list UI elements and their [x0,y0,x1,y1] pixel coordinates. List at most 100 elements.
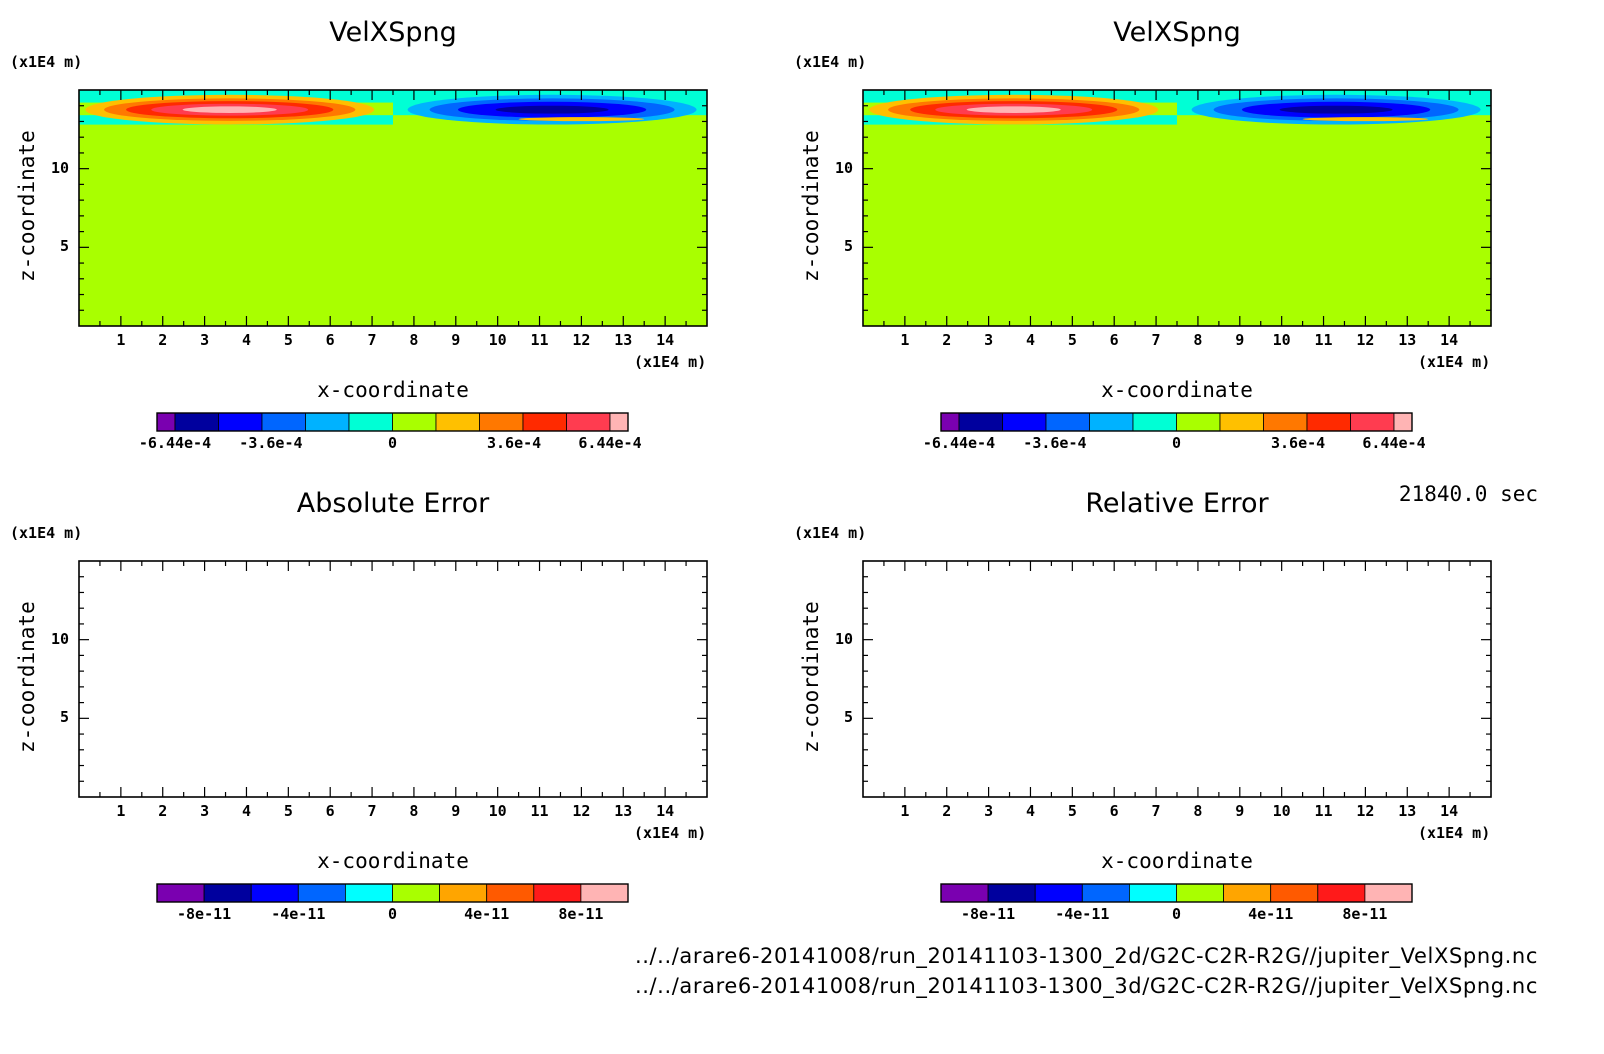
x-tick-label: 3 [984,331,994,349]
x-tick-label: 5 [1067,331,1077,349]
colorbar-swatch [1034,883,1083,903]
x-tick-label: 11 [530,802,549,820]
colorbar-swatch [435,412,480,432]
colorbar-swatch [1317,883,1366,903]
x-tick-label: 10 [1272,331,1291,349]
axes-frame [78,560,708,798]
y-tick-label: 10 [834,629,853,648]
colorbar [940,883,1413,903]
x-tick-label: 10 [488,802,507,820]
x-tick-label: 7 [367,802,377,820]
colorbar-frame [940,883,1413,903]
positive-jet-level-5 [966,106,1061,113]
colorbar-tick-label: 4e-11 [1248,905,1294,923]
colorbar [156,412,629,432]
x-tick-label: 5 [283,331,293,349]
x-tick-label: 10 [488,331,507,349]
weak-positive-lobe [1302,117,1429,122]
x-tick-label: 1 [116,802,126,820]
negative-jet-level-4 [495,105,609,114]
x-axis-label: x-coordinate [1101,849,1253,873]
y-tick-label: 10 [50,629,69,648]
colorbar-tick-label: 8e-11 [1342,905,1388,923]
x-tick-label: 13 [1398,802,1417,820]
colorbar-tick-label: 8e-11 [558,905,604,923]
x-tick-label: 2 [158,802,168,820]
x-tick-label: 13 [614,802,633,820]
x-tick-label: 9 [451,331,461,349]
x-tick-label: 2 [942,331,952,349]
colorbar-swatch [174,412,219,432]
x-tick-label: 3 [200,331,210,349]
x-tick-label: 5 [1067,802,1077,820]
colorbar-swatch [1045,412,1090,432]
y-tick-label: 5 [843,237,853,256]
colorbar-swatch [156,883,205,903]
x-tick-label: 3 [984,802,994,820]
x-unit-label: (x1E4 m) [634,353,707,371]
colorbar-swatch [1081,883,1130,903]
colorbar-tick-label: -6.44e-4 [138,434,212,452]
x-tick-label: 2 [942,802,952,820]
x-tick-label: 4 [1025,331,1035,349]
colorbar-swatch [1223,883,1272,903]
colorbar-swatch [1306,412,1351,432]
y-tick-label: 5 [843,708,853,727]
weak-positive-lobe [518,117,645,122]
colorbar-swatch [479,412,524,432]
x-tick-label: 3 [200,802,210,820]
x-tick-label: 7 [1151,802,1161,820]
x-tick-label: 10 [1272,802,1291,820]
colorbar-tick-label: -8e-11 [961,905,1016,923]
panel-2 [862,89,1492,432]
colorbar-swatch [156,412,176,432]
y-tick-label: 5 [59,708,69,727]
x-tick-label: 12 [1356,331,1375,349]
x-tick-label: 14 [656,802,675,820]
colorbar-swatch [958,412,1003,432]
colorbar-swatch [940,883,989,903]
colorbar-tick-label: 3.6e-4 [1270,434,1326,452]
colorbar-swatch [1270,883,1319,903]
colorbar-tick-label: 0 [387,434,398,452]
colorbar-swatch [1364,883,1413,903]
x-tick-label: 6 [1109,331,1119,349]
x-tick-label: 11 [1314,802,1333,820]
colorbar-tick-label: -4e-11 [271,905,326,923]
x-tick-label: 8 [409,802,419,820]
positive-jet-level-5 [182,106,277,113]
axes-frame [862,560,1492,798]
chart-title: Relative Error [1085,488,1269,519]
y-tick-label: 10 [834,158,853,177]
panel-1 [78,89,708,432]
chart-title: VelXSpng [329,17,457,48]
y-axis-label: z-coordinate [15,601,39,753]
colorbar-swatch [250,883,299,903]
x-unit-label: (x1E4 m) [1418,353,1491,371]
x-tick-label: 4 [1025,802,1035,820]
field-contours [79,90,707,125]
colorbar-frame [156,412,629,432]
colorbar-swatch [1263,412,1308,432]
x-tick-label: 14 [1440,331,1459,349]
x-tick-label: 8 [1193,802,1203,820]
y-unit-label: (x1E4 m) [10,53,83,71]
colorbar-swatch [940,412,960,432]
colorbar-swatch [1393,412,1413,432]
x-tick-label: 8 [409,331,419,349]
x-tick-label: 1 [900,331,910,349]
colorbar-swatch [392,883,440,903]
x-tick-label: 12 [572,802,591,820]
colorbar-tick-label: 6.44e-4 [578,434,642,452]
colorbar-swatch [439,883,488,903]
colorbar-swatch [305,412,350,432]
colorbar-swatch [1176,412,1221,432]
panel-3 [78,560,708,903]
colorbar-swatch [261,412,306,432]
colorbar-tick-label: 3.6e-4 [486,434,542,452]
colorbar-swatch [1219,412,1264,432]
x-tick-label: 14 [656,331,675,349]
colorbar-swatch [1089,412,1134,432]
panel-4 [862,560,1492,903]
